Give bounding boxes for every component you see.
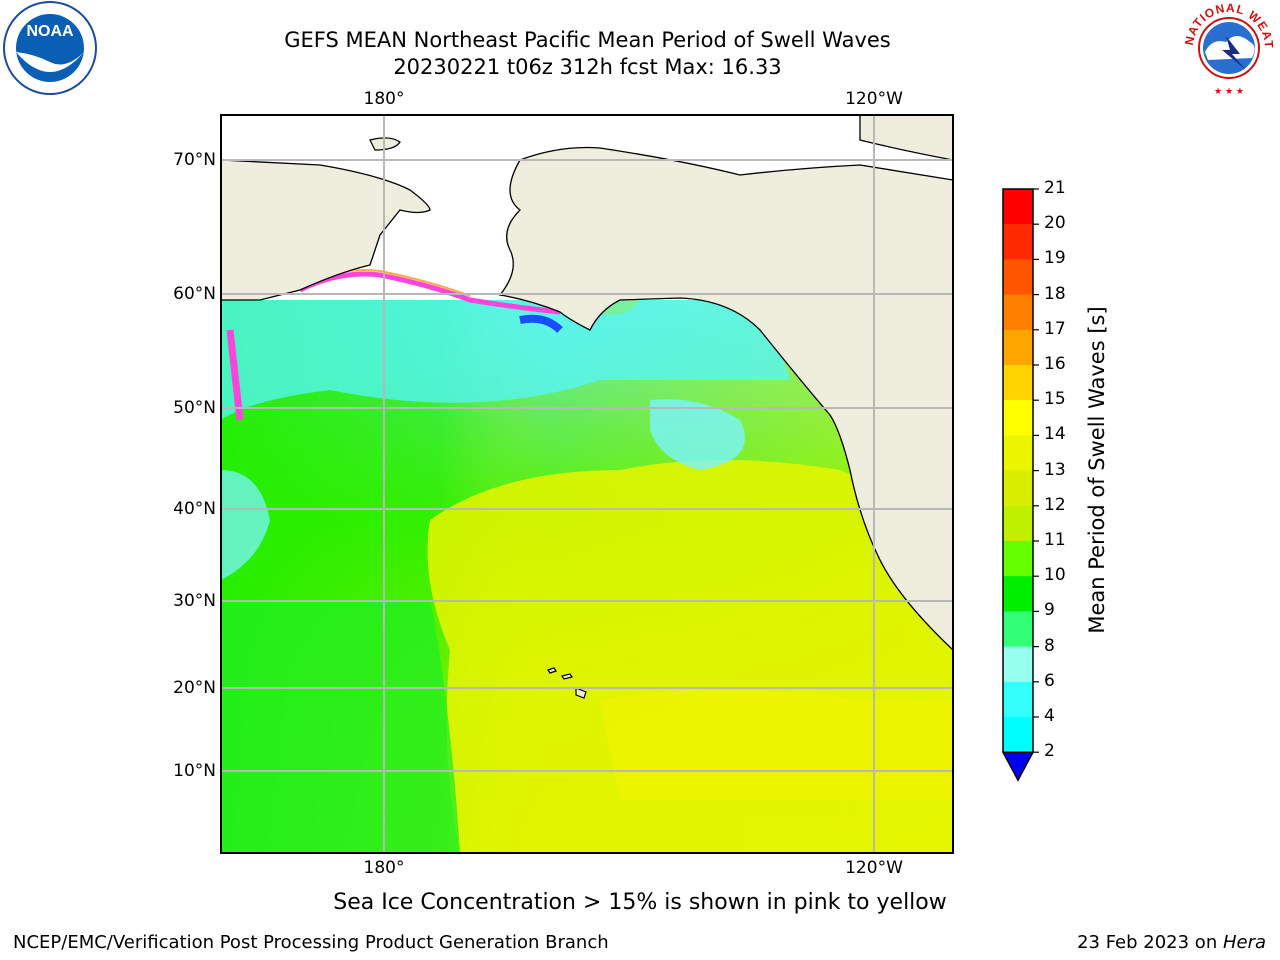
lat-label-20n: 20°N xyxy=(173,678,216,698)
chart-subtitle: 20230221 t06z 312h fcst Max: 16.33 xyxy=(393,55,782,79)
noaa-logo: NOAA xyxy=(3,1,97,95)
colorbar-segment xyxy=(1003,365,1033,401)
lat-label-10n: 10°N xyxy=(173,761,216,781)
colorbar-segment xyxy=(1003,224,1033,260)
footer-credit: NCEP/EMC/Verification Post Processing Pr… xyxy=(13,932,609,953)
colorbar-tick-label: 2 xyxy=(1044,741,1055,762)
colorbar-segment xyxy=(1003,470,1033,507)
colorbar-tick-label: 20 xyxy=(1044,213,1066,234)
hawaii-islands xyxy=(547,667,587,699)
nws-logo-text: NATIONAL WEATHER SERVICE xyxy=(0,0,1275,49)
colorbar-tick-label: 6 xyxy=(1044,670,1055,691)
colorbar-segment xyxy=(1003,646,1033,683)
colorbar-tick-label: 18 xyxy=(1044,283,1066,304)
colorbar-tick-label: 15 xyxy=(1044,389,1066,410)
lon-label-bottom-180: 180° xyxy=(363,858,405,878)
graticule xyxy=(221,115,953,853)
map-frame xyxy=(220,114,954,854)
map-panel xyxy=(221,115,953,853)
svg-text:NATIONAL WEATHER SERVICE: NATIONAL WEATHER SERVICE xyxy=(0,0,1276,49)
colorbar-tick-label: 13 xyxy=(1044,459,1066,480)
cyan-swell-region xyxy=(221,300,790,420)
colorbar-segment xyxy=(1003,329,1033,366)
lon-label-top-120w: 120°W xyxy=(845,89,903,109)
footer-host: Hera xyxy=(1222,932,1266,953)
colorbar-tick-label: 21 xyxy=(1044,178,1066,198)
lat-label-40n: 40°N xyxy=(173,499,216,519)
lat-label-60n: 60°N xyxy=(173,284,216,304)
colorbar-extend-arrow xyxy=(1001,751,1035,782)
colorbar-segment xyxy=(1003,400,1033,436)
colorbar-tick-label: 16 xyxy=(1044,354,1066,374)
lat-label-30n: 30°N xyxy=(173,591,216,611)
footer-date: 23 Feb 2023 on Hera xyxy=(1077,932,1266,953)
land-north-america xyxy=(498,146,953,651)
colorbar-segment xyxy=(1003,435,1033,472)
lon-label-top-180: 180° xyxy=(363,89,405,109)
colorbar-tick-label: 8 xyxy=(1044,635,1055,656)
lon-label-bottom-120w: 120°W xyxy=(845,858,903,878)
colorbar-segment xyxy=(1003,717,1033,753)
colorbar-segment xyxy=(1003,681,1033,718)
colorbar xyxy=(1001,188,1039,782)
colorbar-label: Mean Period of Swell Waves [s] xyxy=(1085,306,1109,634)
nws-logo: NATIONAL WEATHER SERVICE ★ ★ ★ xyxy=(0,0,1276,97)
colorbar-tick-label: 14 xyxy=(1044,424,1066,445)
colorbar-segment xyxy=(1003,505,1033,542)
colorbar-segment xyxy=(1003,294,1033,331)
colorbar-tick-label: 4 xyxy=(1044,706,1055,726)
colorbar-segment xyxy=(1003,611,1033,648)
chart-title: GEFS MEAN Northeast Pacific Mean Period … xyxy=(284,28,891,52)
colorbar-tick-label: 10 xyxy=(1044,565,1066,586)
colorbar-segment xyxy=(1003,259,1033,296)
svg-text:★ ★ ★: ★ ★ ★ xyxy=(1214,87,1244,97)
sea-ice-note: Sea Ice Concentration > 15% is shown in … xyxy=(333,890,947,915)
lat-label-70n: 70°N xyxy=(173,150,216,170)
lat-label-50n: 50°N xyxy=(173,398,216,418)
colorbar-segment xyxy=(1003,576,1033,612)
land-siberia xyxy=(221,159,431,301)
colorbar-tick-label: 12 xyxy=(1044,494,1066,515)
colorbar-segment xyxy=(1003,189,1033,225)
colorbar-tick-label: 17 xyxy=(1044,318,1066,339)
colorbar-segment xyxy=(1003,541,1033,577)
footer-date-text: 23 Feb 2023 on xyxy=(1077,932,1223,953)
colorbar-tick-label: 9 xyxy=(1044,600,1055,621)
noaa-logo-text: NOAA xyxy=(26,23,74,40)
colorbar-tick-label: 11 xyxy=(1044,530,1066,550)
colorbar-tick-label: 19 xyxy=(1044,248,1066,269)
